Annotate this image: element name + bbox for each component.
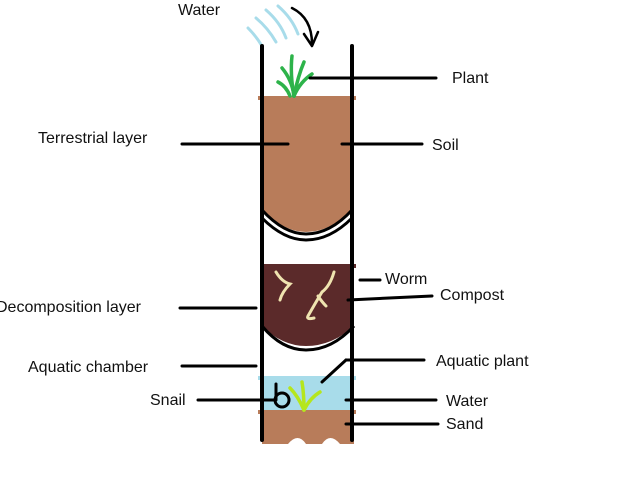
label-compost: Compost (440, 287, 505, 304)
label-terrestrial-layer: Terrestrial layer (38, 130, 148, 147)
label-snail: Snail (150, 392, 186, 409)
label-aquatic-chamber: Aquatic chamber (28, 359, 149, 376)
label-worm: Worm (385, 271, 427, 288)
label-aquatic-plant: Aquatic plant (436, 353, 529, 370)
terrestrial-bottom-curve (260, 208, 354, 236)
rain-icon (246, 4, 300, 48)
compost-layer (262, 266, 354, 346)
label-plant: Plant (452, 70, 489, 87)
leader-lines (178, 76, 440, 426)
label-soil: Soil (432, 137, 459, 154)
compost-leader (346, 294, 434, 302)
bottle-outline (260, 44, 354, 442)
label-decomposition-layer: Decomposition layer (0, 299, 142, 316)
aquatic-plant-icon (288, 380, 322, 412)
sand-layer (262, 412, 354, 444)
aquatic-plant-leader (320, 358, 348, 384)
soil-layer (262, 98, 352, 232)
compost-bottom-curve (260, 324, 356, 352)
label-sand: Sand (446, 416, 483, 433)
label-water-top: Water (178, 2, 221, 19)
worm-icon (274, 270, 336, 321)
chamber-separator (260, 216, 354, 242)
water-arrow-icon (290, 6, 320, 48)
plant-icon (276, 54, 314, 98)
label-water-bottom: Water (446, 393, 489, 410)
